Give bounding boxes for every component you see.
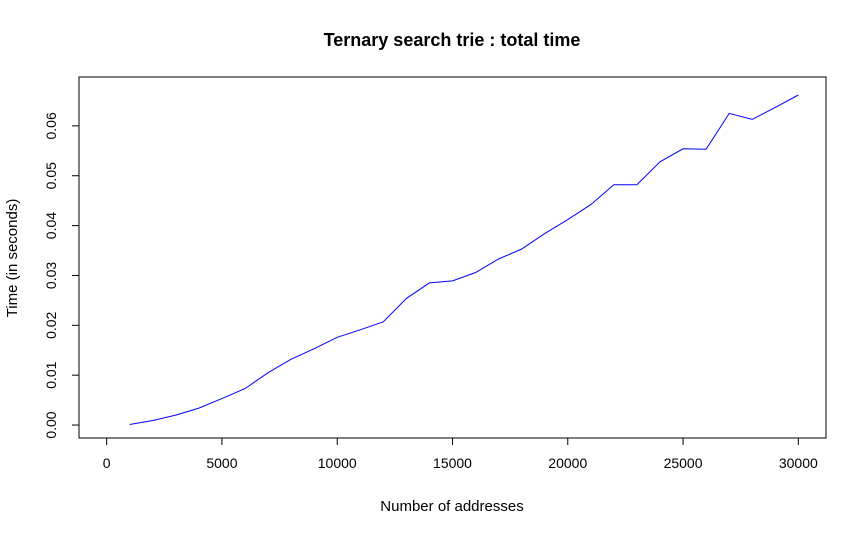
y-axis-label: Time (in seconds): [4, 199, 21, 318]
x-tick-label: 0: [103, 455, 111, 471]
y-tick-label: 0.02: [43, 311, 59, 338]
y-tick-label: 0.00: [43, 411, 59, 438]
y-tick-label: 0.04: [43, 212, 59, 239]
series-line: [129, 94, 799, 425]
y-tick-label: 0.05: [43, 162, 59, 189]
x-tick-label: 5000: [206, 455, 237, 471]
x-tick-label: 15000: [433, 455, 472, 471]
y-tick-label: 0.01: [43, 361, 59, 388]
y-tick-label: 0.03: [43, 262, 59, 289]
x-axis-label: Number of addresses: [380, 498, 523, 515]
x-tick-label: 30000: [779, 455, 818, 471]
series-layer: [129, 94, 799, 425]
x-tick-label: 25000: [664, 455, 703, 471]
plot-frame: [78, 76, 827, 439]
y-tick-label: 0.06: [43, 112, 59, 139]
x-tick-label: 20000: [548, 455, 587, 471]
y-axis: 0.00 0.01 0.02 0.03 0.04 0.05 0.06: [43, 112, 80, 439]
chart-title: Ternary search trie : total time: [324, 30, 581, 50]
x-tick-label: 10000: [318, 455, 357, 471]
x-axis: 0 5000 10000 15000 20000 25000 30000: [103, 437, 818, 471]
